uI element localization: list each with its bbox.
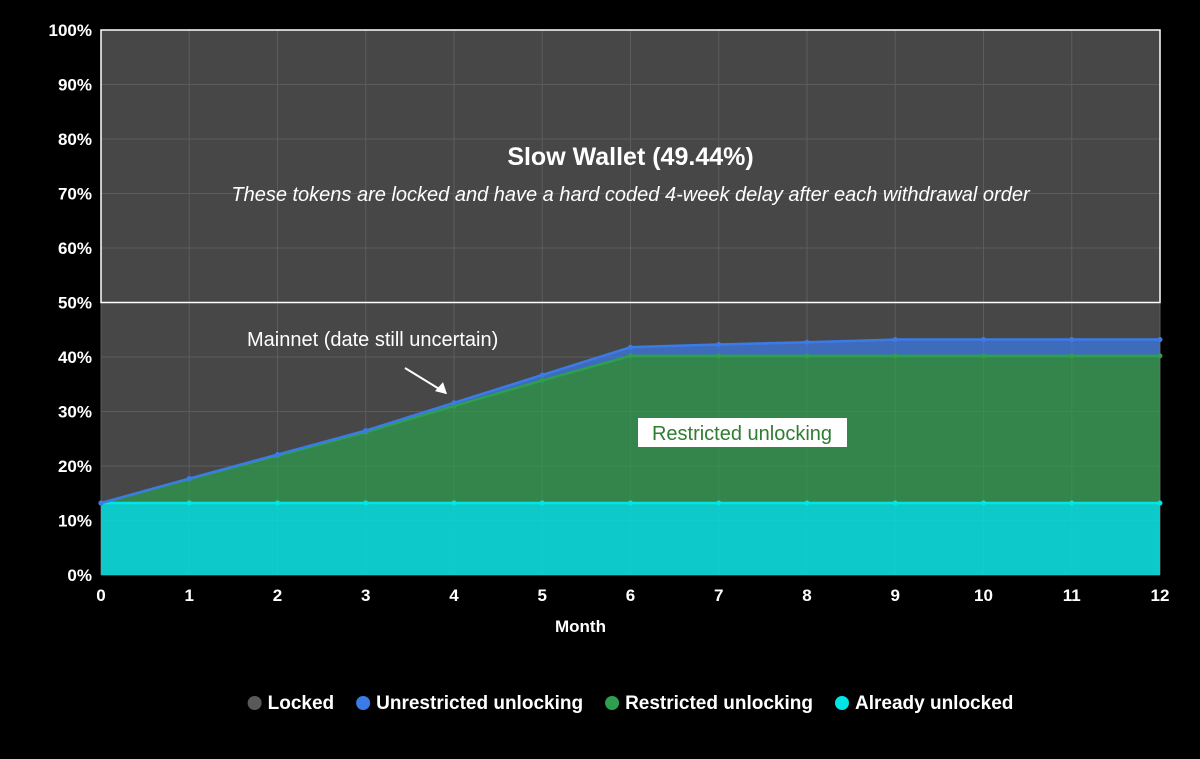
point-already-unlocked xyxy=(451,500,457,506)
point-unrestricted-unlocking xyxy=(981,337,986,343)
x-tick-label: 5 xyxy=(538,586,547,605)
point-already-unlocked xyxy=(981,500,986,506)
x-tick-label: 2 xyxy=(273,586,282,605)
point-unrestricted-unlocking xyxy=(186,476,192,482)
x-tick-label: 12 xyxy=(1151,586,1170,605)
legend-marker-locked xyxy=(247,696,262,710)
point-unrestricted-unlocking xyxy=(451,400,457,406)
x-axis-title: Month xyxy=(555,617,606,636)
mainnet-note: Mainnet (date still uncertain) xyxy=(247,329,498,351)
x-tick-label: 6 xyxy=(626,586,635,605)
x-tick-label: 3 xyxy=(361,586,370,605)
point-already-unlocked xyxy=(716,500,722,506)
restricted-label: Restricted unlocking xyxy=(652,423,832,445)
x-tick-label: 9 xyxy=(891,586,900,605)
point-restricted-unlocking xyxy=(892,353,898,359)
y-tick-label: 0% xyxy=(67,566,92,585)
point-restricted-unlocking xyxy=(981,353,986,359)
legend-item-locked: Locked xyxy=(268,693,335,714)
point-restricted-unlocking xyxy=(539,377,545,383)
legend-marker-already-unlocked xyxy=(834,696,849,710)
restricted-label-bg xyxy=(638,418,847,447)
point-restricted-unlocking xyxy=(1069,353,1075,359)
point-already-unlocked xyxy=(1069,500,1075,506)
legend-marker-restricted-unlocking xyxy=(605,696,620,710)
point-restricted-unlocking xyxy=(804,353,810,359)
point-unrestricted-unlocking xyxy=(628,344,633,350)
y-tick-label: 60% xyxy=(58,239,92,258)
point-restricted-unlocking xyxy=(628,353,633,359)
legend-item-restricted-unlocking: Restricted unlocking xyxy=(625,693,813,714)
y-tick-label: 50% xyxy=(58,294,92,313)
y-tick-label: 10% xyxy=(58,512,92,531)
y-tick-label: 100% xyxy=(49,21,92,40)
y-tick-label: 40% xyxy=(58,348,92,367)
point-restricted-unlocking xyxy=(1157,353,1163,359)
legend-item-unrestricted-unlocking: Unrestricted unlocking xyxy=(376,693,583,714)
point-already-unlocked xyxy=(539,500,545,506)
x-tick-label: 10 xyxy=(974,586,993,605)
point-already-unlocked xyxy=(186,500,192,506)
x-tick-label: 1 xyxy=(185,586,194,605)
point-restricted-unlocking xyxy=(716,353,722,359)
point-unrestricted-unlocking xyxy=(716,341,722,347)
y-tick-label: 70% xyxy=(58,185,92,204)
point-already-unlocked xyxy=(804,500,810,506)
x-tick-label: 4 xyxy=(449,586,459,605)
point-unrestricted-unlocking xyxy=(1069,337,1075,343)
y-tick-label: 90% xyxy=(58,76,92,95)
slow-wallet-title: Slow Wallet (49.44%) xyxy=(507,143,753,171)
slow-wallet-subtitle: These tokens are locked and have a hard … xyxy=(231,184,1031,206)
slow-wallet-box xyxy=(100,29,1161,304)
point-already-unlocked xyxy=(892,500,898,506)
mainnet-arrowhead xyxy=(435,382,447,395)
point-already-unlocked xyxy=(275,500,280,506)
y-tick-label: 30% xyxy=(58,403,92,422)
point-already-unlocked xyxy=(1157,500,1163,506)
point-unrestricted-unlocking xyxy=(804,339,810,345)
x-tick-label: 11 xyxy=(1063,586,1081,605)
x-tick-label: 8 xyxy=(802,586,811,605)
point-unrestricted-unlocking xyxy=(98,500,104,506)
point-already-unlocked xyxy=(628,500,633,506)
point-unrestricted-unlocking xyxy=(275,452,280,458)
point-unrestricted-unlocking xyxy=(539,372,545,378)
area-restricted-unlocking xyxy=(101,355,1160,504)
area-already-unlocked xyxy=(101,503,1160,575)
point-unrestricted-unlocking xyxy=(1157,337,1163,343)
legend-item-already-unlocked: Already unlocked xyxy=(855,693,1013,714)
point-unrestricted-unlocking xyxy=(363,428,369,434)
y-tick-label: 20% xyxy=(58,457,92,476)
legend-marker-unrestricted-unlocking xyxy=(356,696,371,710)
point-unrestricted-unlocking xyxy=(892,337,898,343)
point-already-unlocked xyxy=(363,500,369,506)
y-tick-label: 80% xyxy=(58,130,92,149)
x-tick-label: 0 xyxy=(96,586,105,605)
x-tick-label: 7 xyxy=(714,586,723,605)
